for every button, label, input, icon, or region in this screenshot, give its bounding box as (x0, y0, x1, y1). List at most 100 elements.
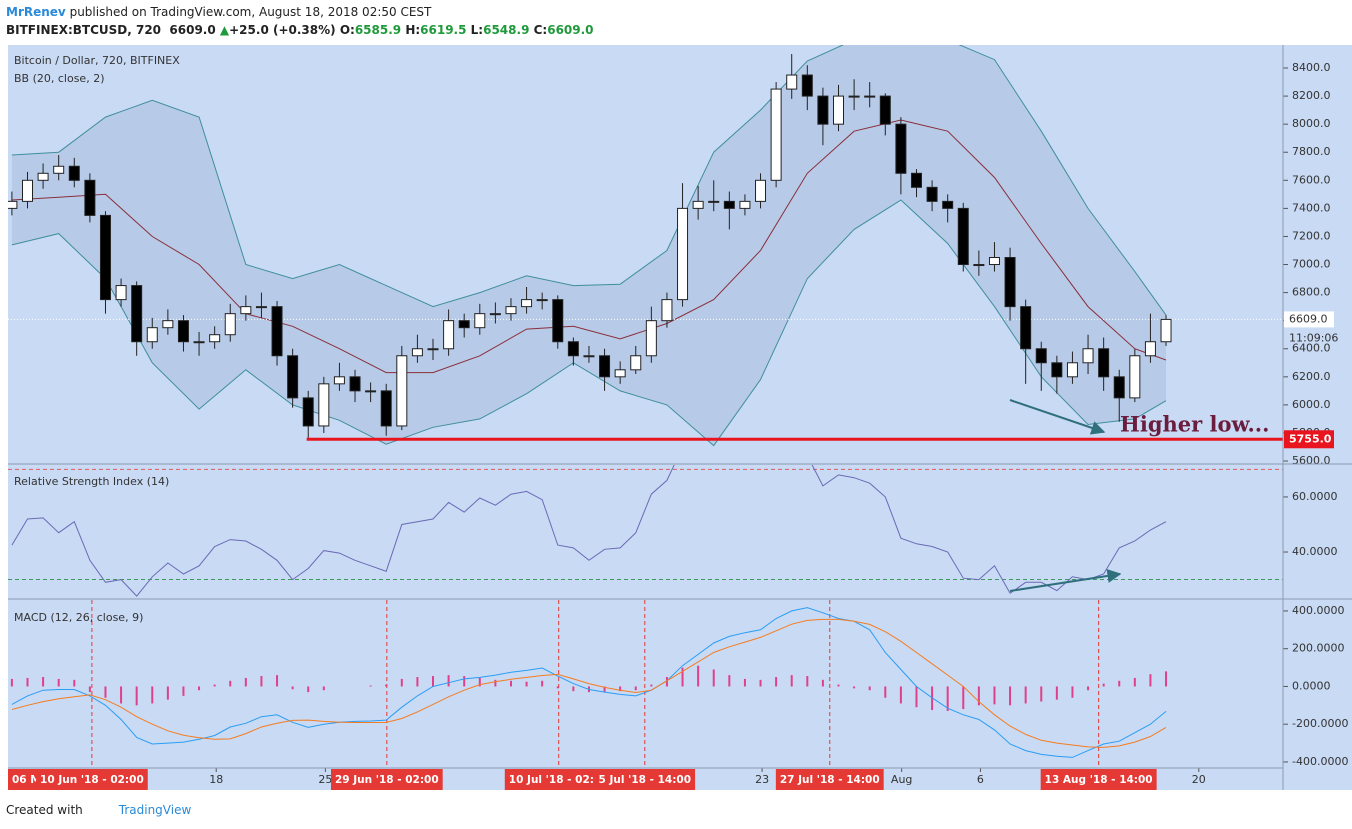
brand[interactable]: TradingView (118, 803, 192, 817)
arrow (1009, 569, 1122, 592)
candle-body (599, 355, 611, 378)
candle-body (224, 313, 236, 336)
histogram-bar (182, 686, 185, 696)
histogram-bar (244, 677, 247, 687)
pane-title: MACD (12, 26, close, 9) (14, 611, 143, 624)
histogram-bar (57, 678, 60, 687)
ohlc-key: O: (339, 23, 355, 37)
candle-body (1082, 348, 1094, 364)
ohlc-value: 6609.0 (547, 23, 594, 37)
candle-body (271, 306, 283, 357)
histogram-bar (728, 675, 731, 687)
ohlc-value: 6548.9 (483, 23, 530, 37)
price-pane (8, 45, 1283, 447)
header-line: MrRenev published on TradingView.com, Au… (6, 3, 594, 21)
histogram-bar (416, 677, 419, 687)
histogram-bar (759, 679, 762, 687)
histogram-bar (837, 684, 840, 687)
histogram-bar (385, 684, 388, 687)
candle-body (1051, 362, 1063, 378)
histogram-bar (525, 681, 528, 687)
candle-body (1004, 257, 1016, 308)
support-box (1284, 430, 1334, 449)
histogram-bar (541, 680, 544, 687)
pane-title: Relative Strength Index (14) (14, 475, 169, 488)
histogram-bar (432, 676, 434, 687)
candle-body (333, 376, 345, 385)
indicator-title: BB (20, close, 2) (14, 72, 105, 85)
histogram-bar (104, 686, 107, 698)
candle-body (302, 397, 314, 427)
macd-line (11, 618, 1167, 748)
candle-body (193, 341, 205, 344)
event-label: 29 Jun '18 - 02:00 (335, 774, 439, 786)
candle-body (755, 179, 767, 202)
last: 6609.0 (169, 23, 216, 37)
y-tick-label: 7800.0 (1292, 145, 1331, 158)
candle-body (365, 390, 377, 393)
histogram-bar (697, 665, 700, 687)
candle-body (801, 74, 813, 97)
candle-body (240, 306, 252, 315)
histogram-bar (993, 686, 996, 705)
event-label: 10 Jun '18 - 02:00 (40, 774, 144, 786)
histogram-bar (603, 686, 606, 693)
rsi-pane (8, 465, 1283, 597)
histogram-bar (198, 686, 201, 691)
candle-body (53, 165, 65, 174)
axes: 5600.05800.06000.06200.06400.06600.06800… (8, 61, 1348, 790)
published: published on TradingView.com, August 18,… (69, 5, 432, 19)
candle-body (723, 200, 735, 209)
candle-body (957, 207, 969, 266)
histogram-bar (42, 677, 45, 687)
ohlc-key: H: (405, 23, 421, 37)
candle-body (879, 95, 891, 125)
histogram-bar (120, 686, 123, 704)
candle-body (37, 172, 49, 181)
candle-body (474, 313, 486, 329)
created: Created with (6, 803, 83, 817)
histogram-bar (962, 686, 965, 710)
band-lower (11, 199, 1167, 447)
histogram-bar (494, 679, 497, 687)
histogram-bar (166, 686, 169, 700)
histogram-bar (915, 686, 918, 708)
candle-body (708, 200, 720, 203)
histogram-bar (447, 675, 450, 687)
histogram-bar (276, 675, 279, 687)
event-label-box (330, 769, 443, 790)
candle-body (1144, 341, 1156, 357)
change: +25.0 (+0.38%) (229, 23, 336, 37)
histogram-bar (1009, 686, 1012, 706)
y-tick-label: 60.0000 (1292, 490, 1338, 503)
y-tick-label: -400.0000 (1292, 755, 1348, 768)
candle-body (583, 355, 595, 358)
histogram-bar (26, 677, 29, 687)
y-tick-label: 6800.0 (1292, 286, 1331, 299)
author[interactable]: MrRenev (6, 5, 66, 19)
candle-body (255, 306, 267, 309)
event-label-box (775, 769, 884, 790)
histogram-bar (1087, 686, 1090, 691)
macd-pane (10, 600, 1168, 768)
candle-body (162, 320, 174, 329)
ohlc-key: L: (470, 23, 484, 37)
candle-body (739, 200, 751, 209)
histogram-bar (400, 678, 403, 687)
histogram-bar (650, 684, 653, 687)
candle-body (318, 383, 330, 427)
ohlc-value: 6585.9 (354, 23, 402, 37)
histogram-bar (821, 679, 824, 687)
candle-body (489, 313, 501, 316)
histogram-bar (884, 686, 887, 698)
candle-body (536, 299, 548, 302)
support-label: 5755.0 (1289, 432, 1332, 445)
histogram-bar (853, 686, 856, 689)
header: MrRenev published on TradingView.com, Au… (6, 3, 594, 39)
candle-body (505, 306, 517, 315)
histogram-bar (868, 686, 871, 691)
histogram-bar (291, 686, 294, 690)
annotation: Higher low... (1120, 412, 1269, 437)
histogram-bar (1133, 677, 1136, 687)
candle-body (84, 179, 96, 216)
